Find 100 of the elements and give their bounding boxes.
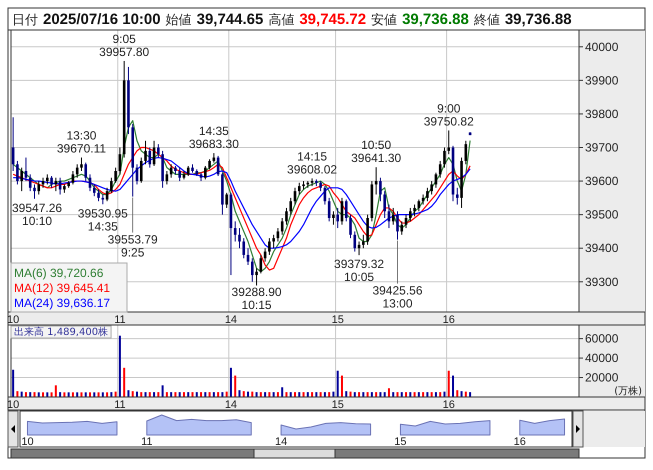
candlestick	[37, 180, 40, 195]
candlestick	[413, 204, 416, 217]
candlestick	[54, 177, 58, 192]
candlestick	[50, 176, 53, 188]
y-tick-label: 39300	[585, 274, 619, 289]
volume-title: 出来高 1,489,400株	[10, 326, 112, 338]
annotation: 13:30	[66, 128, 97, 143]
bar	[324, 392, 326, 397]
annotation: 9:05	[112, 32, 136, 46]
y-tick-label: 39400	[585, 241, 619, 256]
bar	[276, 392, 279, 397]
candlestick	[106, 187, 108, 202]
bar	[452, 376, 454, 397]
candlestick	[438, 160, 442, 178]
candlestick	[136, 164, 138, 185]
candlestick	[140, 157, 143, 184]
candlestick	[238, 228, 241, 249]
candlestick	[186, 165, 190, 177]
candlestick	[80, 157, 83, 172]
header: 日付 2025/07/16 10:00 始値 39,744.65 高値 39,745.72 安値 39,736.88 終値 39,736.88	[8, 11, 646, 30]
candlestick	[319, 180, 322, 192]
candlestick	[298, 182, 301, 195]
annotation: 39530.95	[78, 206, 128, 220]
bar	[294, 392, 296, 397]
candlestick	[148, 147, 152, 168]
bar	[264, 392, 266, 397]
y-tick-label: 20000	[585, 370, 619, 385]
candlestick	[76, 164, 78, 178]
bar	[238, 390, 240, 397]
candlestick	[24, 157, 28, 182]
bar	[350, 392, 352, 397]
candlestick	[58, 177, 62, 195]
annotation: 10:10	[22, 214, 52, 228]
candlestick	[242, 238, 246, 259]
bar	[54, 385, 57, 397]
bar	[469, 392, 472, 397]
bar	[144, 392, 147, 397]
x-tick-label: 10	[21, 436, 34, 448]
bar	[388, 388, 390, 397]
bar	[332, 392, 334, 397]
y-tick-label: 60000	[585, 332, 619, 346]
bar	[456, 390, 458, 397]
bar	[439, 392, 442, 397]
bar	[400, 392, 403, 397]
candlestick	[246, 248, 250, 266]
annotation: 39683.30	[188, 137, 240, 152]
x-tick-label: 15	[332, 314, 344, 326]
x-tick-label: 15	[332, 399, 344, 411]
bar	[226, 392, 228, 397]
bar	[422, 392, 424, 397]
candlestick	[379, 177, 382, 202]
bar	[328, 392, 330, 397]
annotation: 39425.56	[372, 284, 423, 298]
x-tick-label: 14	[274, 436, 288, 448]
y-tick-label: 39700	[585, 140, 619, 154]
bar	[16, 391, 18, 397]
bar	[166, 392, 168, 397]
x-tick-label: 15	[394, 436, 407, 448]
bar	[396, 392, 398, 397]
bar	[366, 392, 369, 397]
candlestick	[443, 147, 446, 168]
candlestick	[268, 238, 271, 256]
bar	[320, 392, 322, 397]
candlestick	[28, 174, 32, 192]
x-tick-label: 16	[514, 436, 526, 448]
candlestick	[404, 214, 408, 229]
y-tick-label: 39900	[585, 73, 619, 88]
candlestick	[289, 197, 292, 216]
annotation: 39957.80	[99, 44, 150, 59]
candlestick	[464, 140, 468, 165]
annotation: 39608.02	[287, 162, 338, 176]
bar	[256, 392, 258, 397]
x-tick-label: 16	[442, 314, 455, 326]
bar	[221, 392, 224, 397]
bar	[174, 392, 176, 397]
bar	[230, 368, 232, 397]
bar	[281, 387, 284, 397]
annotation: 14:35	[88, 219, 118, 234]
candlestick	[46, 174, 49, 185]
candlestick	[426, 187, 429, 202]
candlestick	[97, 188, 100, 202]
x-tick-label: 14	[224, 314, 238, 326]
candlestick	[92, 184, 96, 197]
bar	[272, 392, 275, 397]
bar	[242, 391, 245, 397]
candlestick	[456, 187, 459, 206]
bar	[434, 392, 437, 397]
candlestick	[157, 144, 160, 158]
bar	[370, 392, 373, 397]
bar	[148, 392, 151, 397]
bar	[336, 370, 339, 397]
candlestick	[110, 177, 113, 194]
y-tick-label: 39500	[585, 208, 619, 222]
y-axis-title: (万株)	[614, 385, 642, 397]
annotation: 39553.79	[108, 232, 158, 247]
candlestick	[285, 207, 288, 226]
candlestick	[178, 167, 181, 182]
candlestick	[234, 220, 237, 242]
candlestick	[88, 174, 92, 192]
bar	[418, 392, 420, 397]
